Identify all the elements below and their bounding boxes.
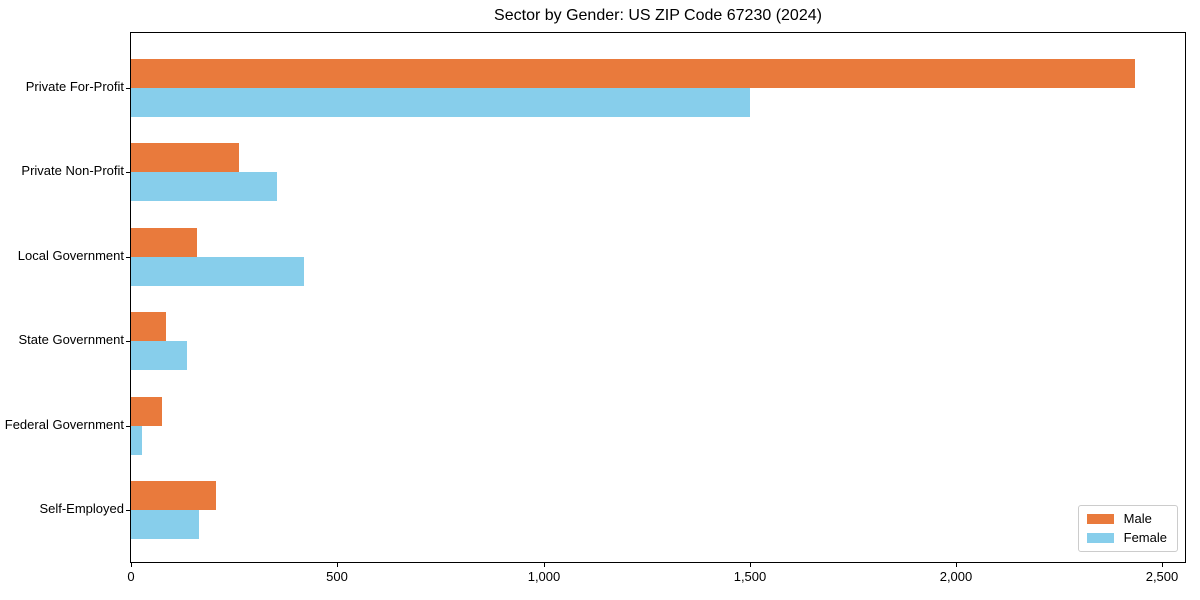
legend-item-male: Male bbox=[1086, 511, 1167, 526]
y-tick bbox=[126, 257, 130, 258]
y-tick bbox=[126, 172, 130, 173]
legend-item-female: Female bbox=[1086, 530, 1167, 545]
y-tick-label: Self-Employed bbox=[39, 501, 124, 516]
x-tick-label: 2,000 bbox=[939, 569, 973, 584]
x-tick bbox=[131, 563, 132, 567]
y-tick bbox=[126, 88, 130, 89]
bar-female-federal-government bbox=[131, 425, 142, 455]
bar-male-state-government bbox=[131, 312, 166, 342]
y-tick bbox=[126, 341, 130, 342]
plot-area: Male Female bbox=[126, 32, 1186, 567]
bar-female-self-employed bbox=[131, 510, 199, 539]
bar-female-private-non-profit bbox=[131, 172, 277, 202]
y-tick-label: Federal Government bbox=[4, 417, 124, 432]
bar-male-self-employed bbox=[131, 481, 216, 510]
bar-female-private-for-profit bbox=[131, 88, 750, 117]
bar-male-local-government bbox=[131, 227, 197, 257]
y-tick-label: State Government bbox=[18, 332, 125, 347]
y-tick-label: Private Non-Profit bbox=[21, 163, 124, 178]
legend: Male Female bbox=[1077, 505, 1178, 552]
x-tick-label: 1,500 bbox=[733, 569, 767, 584]
y-tick bbox=[126, 426, 130, 427]
y-tick-label: Private For-Profit bbox=[25, 79, 124, 94]
x-tick bbox=[1162, 563, 1163, 567]
legend-label-male: Male bbox=[1123, 511, 1152, 526]
bar-male-private-for-profit bbox=[131, 59, 1135, 88]
x-tick-label: 0 bbox=[127, 569, 135, 584]
legend-label-female: Female bbox=[1123, 530, 1167, 545]
legend-swatch-male-icon bbox=[1086, 514, 1114, 524]
bar-male-private-non-profit bbox=[131, 143, 239, 173]
x-tick bbox=[750, 563, 751, 567]
x-tick-label: 500 bbox=[326, 569, 348, 584]
legend-swatch-female-icon bbox=[1086, 533, 1114, 543]
chart-title: Sector by Gender: US ZIP Code 67230 (202… bbox=[494, 7, 822, 24]
y-tick-label: Local Government bbox=[17, 248, 124, 263]
x-tick-label: 2,500 bbox=[1145, 569, 1179, 584]
bar-male-federal-government bbox=[131, 396, 162, 426]
x-tick bbox=[337, 563, 338, 567]
x-tick bbox=[544, 563, 545, 567]
bar-female-local-government bbox=[131, 256, 304, 286]
y-tick bbox=[126, 510, 130, 511]
x-tick bbox=[956, 563, 957, 567]
bar-female-state-government bbox=[131, 341, 187, 371]
x-tick-label: 1,000 bbox=[527, 569, 561, 584]
